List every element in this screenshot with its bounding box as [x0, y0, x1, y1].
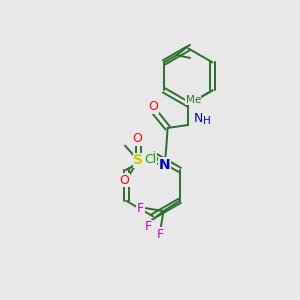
Text: H: H: [203, 116, 210, 126]
Text: O: O: [148, 100, 158, 113]
Text: O: O: [132, 132, 142, 145]
Text: Cl: Cl: [144, 153, 156, 166]
Text: Me: Me: [186, 95, 201, 105]
Text: F: F: [157, 228, 164, 241]
Text: S: S: [133, 153, 143, 167]
Text: N: N: [194, 112, 203, 125]
Text: O: O: [119, 174, 129, 187]
Text: F: F: [137, 202, 144, 215]
Text: F: F: [145, 220, 152, 233]
Text: N: N: [159, 158, 170, 172]
